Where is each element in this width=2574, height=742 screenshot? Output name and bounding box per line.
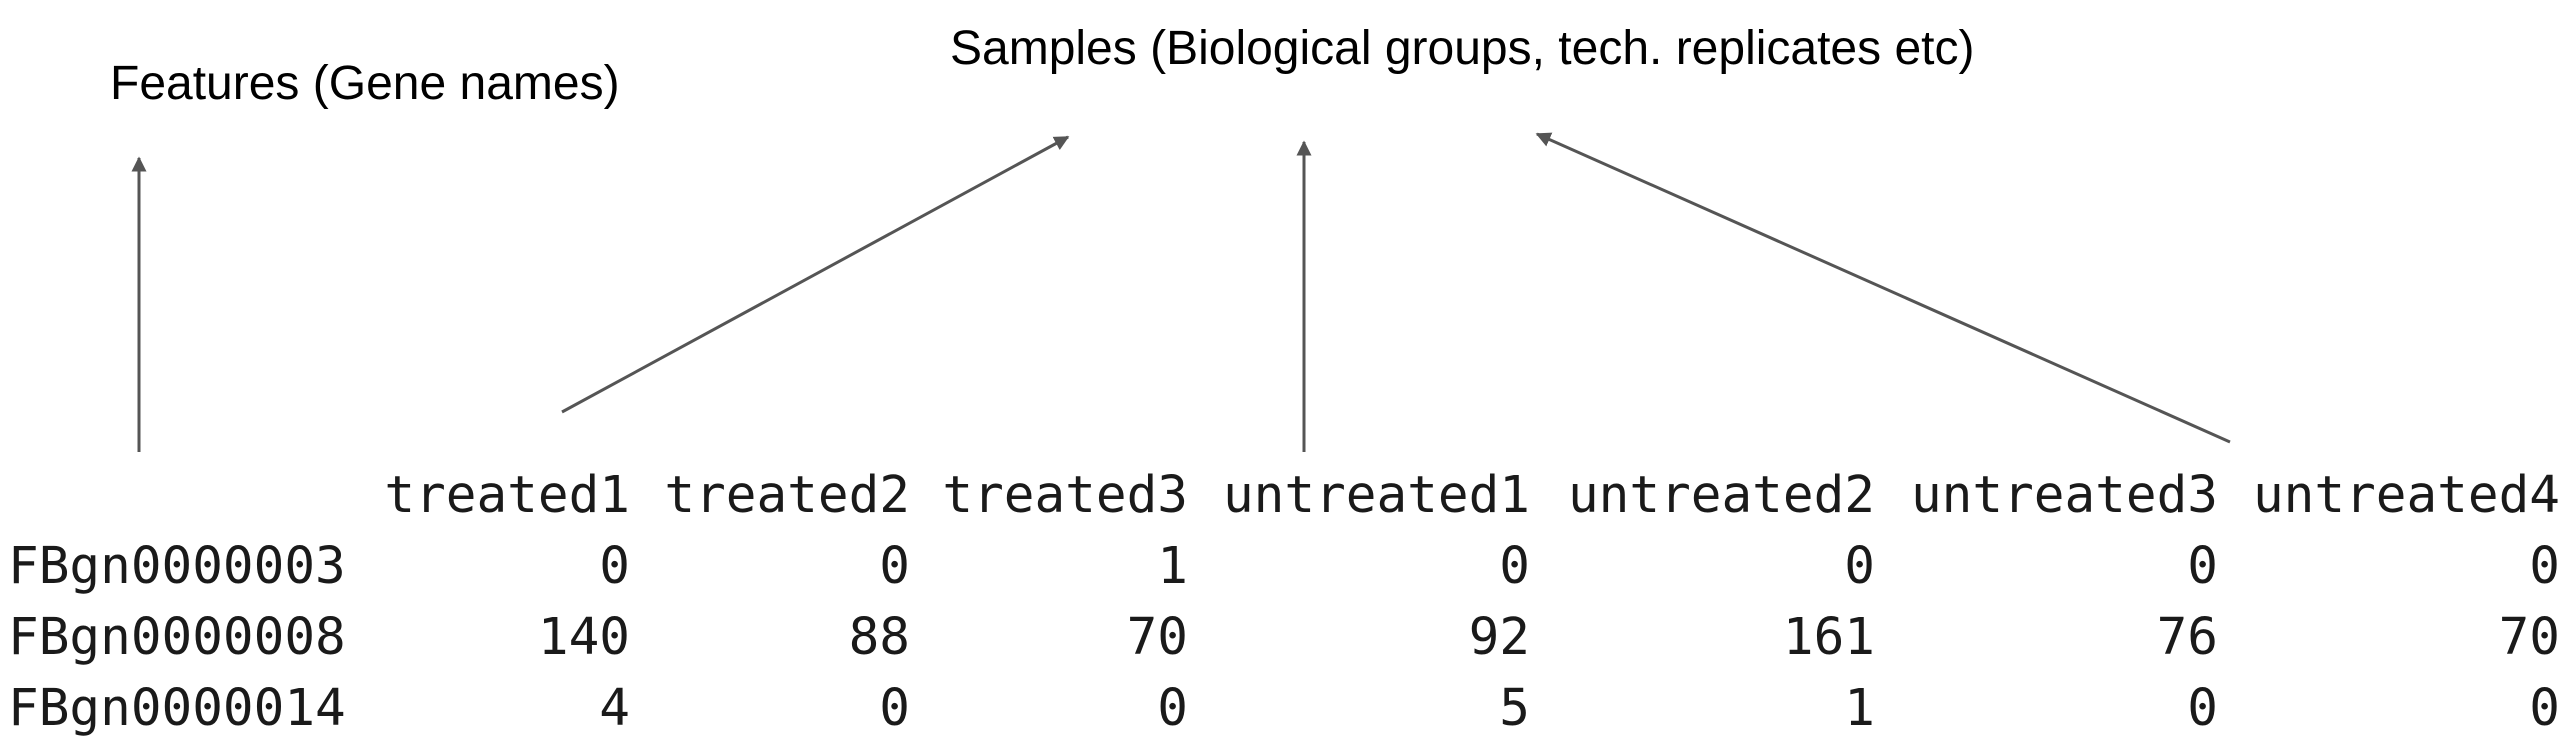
count-cell: 4: [599, 679, 630, 738]
count-cell: 70: [2498, 608, 2560, 667]
gene-id: FBgn0000014: [8, 679, 346, 738]
features-annotation: Features (Gene names): [110, 57, 620, 110]
samples-arrow-untreated4: [1535, 132, 2231, 444]
samples-arrow-treated: [561, 135, 1070, 414]
count-cell: 88: [848, 608, 910, 667]
count-cell: 76: [2156, 608, 2218, 667]
column-header-untreated1: untreated1: [1222, 466, 1530, 525]
column-header-untreated4: untreated4: [2252, 466, 2560, 525]
count-cell: 0: [1157, 679, 1188, 738]
gene-id: FBgn0000003: [8, 537, 346, 596]
count-cell: 70: [1126, 608, 1188, 667]
count-cell: 161: [1782, 608, 1875, 667]
count-cell: 0: [2529, 679, 2560, 738]
gene-id: FBgn0000008: [8, 608, 346, 667]
count-cell: 1: [1844, 679, 1875, 738]
count-cell: 0: [1499, 537, 1530, 596]
count-cell: 1: [1157, 537, 1188, 596]
count-cell: 0: [2187, 679, 2218, 738]
count-cell: 0: [1844, 537, 1875, 596]
column-header-treated2: treated2: [664, 466, 910, 525]
column-header-treated1: treated1: [384, 466, 630, 525]
count-cell: 0: [879, 679, 910, 738]
count-cell: 0: [599, 537, 630, 596]
column-header-untreated3: untreated3: [1910, 466, 2218, 525]
samples-annotation: Samples (Biological groups, tech. replic…: [950, 22, 1975, 75]
count-cell: 140: [537, 608, 630, 667]
count-cell: 92: [1468, 608, 1530, 667]
count-cell: 0: [2187, 537, 2218, 596]
count-cell: 5: [1499, 679, 1530, 738]
column-header-untreated2: untreated2: [1567, 466, 1875, 525]
column-header-treated3: treated3: [942, 466, 1188, 525]
count-cell: 0: [2529, 537, 2560, 596]
count-cell: 0: [879, 537, 910, 596]
